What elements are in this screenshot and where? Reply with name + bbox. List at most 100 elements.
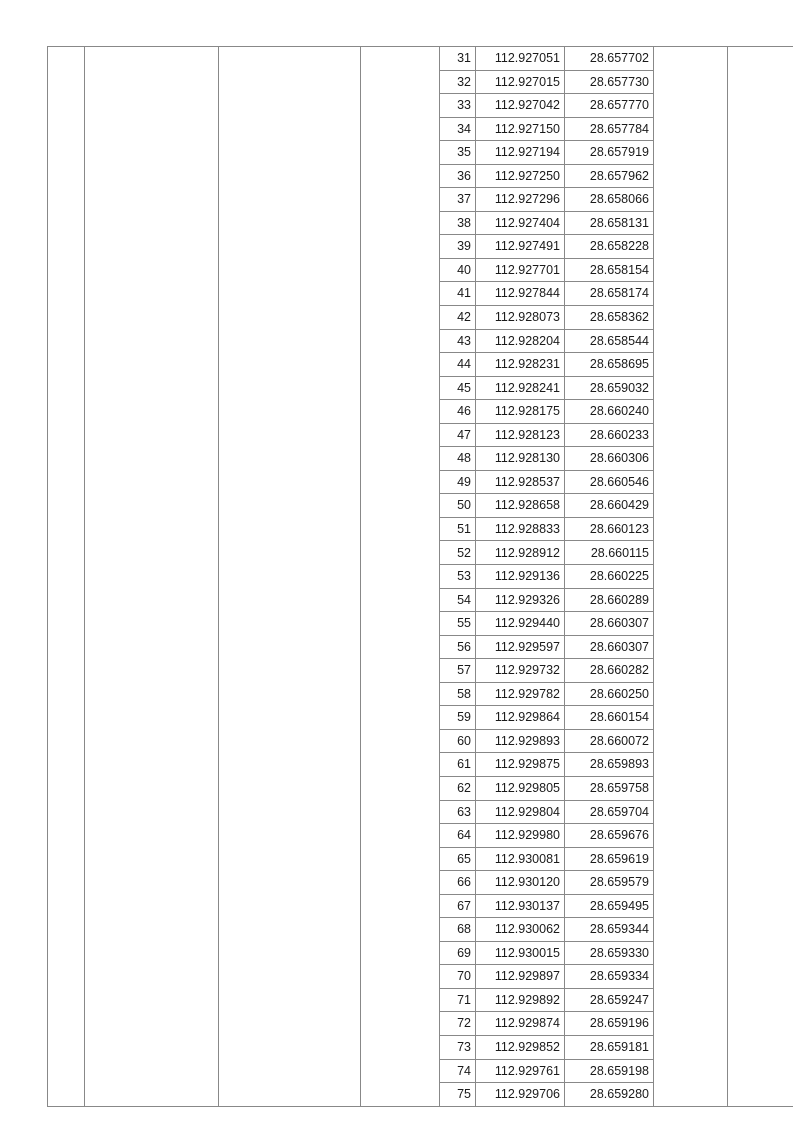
latitude-cell: 28.660307 bbox=[564, 634, 654, 660]
latitude-cell: 28.659579 bbox=[564, 870, 654, 895]
table-row: 35 112.927194 28.657919 bbox=[48, 140, 793, 165]
table-row: 60 112.929893 28.660072 bbox=[48, 728, 793, 754]
row-index-cell: 70 bbox=[439, 964, 476, 989]
row-index-cell: 61 bbox=[439, 752, 476, 777]
latitude-cell: 28.658544 bbox=[564, 328, 654, 354]
latitude-cell: 28.660154 bbox=[564, 705, 654, 730]
longitude-cell: 112.928537 bbox=[475, 469, 565, 495]
table-row: 32 112.927015 28.657730 bbox=[48, 69, 793, 95]
table-row: 36 112.927250 28.657962 bbox=[48, 163, 793, 189]
longitude-cell: 112.929804 bbox=[475, 799, 565, 825]
coordinate-table-body: 31 112.927051 28.657702 32 112.927015 28.6577… bbox=[47, 46, 793, 1107]
latitude-cell: 28.657770 bbox=[564, 93, 654, 118]
row-index-cell: 50 bbox=[439, 493, 476, 518]
table-row: 63 112.929804 28.659704 bbox=[48, 799, 793, 825]
latitude-cell: 28.660240 bbox=[564, 399, 654, 424]
latitude-cell: 28.660225 bbox=[564, 564, 654, 589]
row-index-cell: 41 bbox=[439, 281, 476, 307]
table-row: 42 112.928073 28.658362 bbox=[48, 305, 793, 330]
row-index-cell: 67 bbox=[439, 893, 476, 919]
longitude-cell: 112.929782 bbox=[475, 681, 565, 707]
row-index-cell: 69 bbox=[439, 940, 476, 966]
longitude-cell: 112.927015 bbox=[475, 69, 565, 95]
table-row: 58 112.929782 28.660250 bbox=[48, 681, 793, 707]
longitude-cell: 112.927701 bbox=[475, 257, 565, 283]
table-row: 70 112.929897 28.659334 bbox=[48, 964, 793, 989]
longitude-cell: 112.929597 bbox=[475, 634, 565, 660]
latitude-cell: 28.660289 bbox=[564, 587, 654, 613]
longitude-cell: 112.927296 bbox=[475, 187, 565, 212]
latitude-cell: 28.659280 bbox=[564, 1082, 654, 1107]
row-index-cell: 59 bbox=[439, 705, 476, 730]
table-row: 45 112.928241 28.659032 bbox=[48, 375, 793, 401]
longitude-cell: 112.928175 bbox=[475, 399, 565, 424]
longitude-cell: 112.929874 bbox=[475, 1011, 565, 1036]
row-index-cell: 37 bbox=[439, 187, 476, 212]
row-index-cell: 52 bbox=[439, 540, 476, 566]
row-index-cell: 43 bbox=[439, 328, 476, 354]
table-row: 49 112.928537 28.660546 bbox=[48, 469, 793, 495]
table-row: 48 112.928130 28.660306 bbox=[48, 446, 793, 471]
longitude-cell: 112.928912 bbox=[475, 540, 565, 566]
row-index-cell: 33 bbox=[439, 93, 476, 118]
longitude-cell: 112.927150 bbox=[475, 116, 565, 142]
longitude-cell: 112.929875 bbox=[475, 752, 565, 777]
row-index-cell: 35 bbox=[439, 140, 476, 165]
longitude-cell: 112.927404 bbox=[475, 210, 565, 236]
row-index-cell: 47 bbox=[439, 422, 476, 448]
row-index-cell: 39 bbox=[439, 234, 476, 259]
latitude-cell: 28.658695 bbox=[564, 352, 654, 377]
row-index-cell: 46 bbox=[439, 399, 476, 424]
row-index-cell: 53 bbox=[439, 564, 476, 589]
longitude-cell: 112.928073 bbox=[475, 305, 565, 330]
table-row: 57 112.929732 28.660282 bbox=[48, 658, 793, 683]
longitude-cell: 112.928658 bbox=[475, 493, 565, 518]
table-row: 38 112.927404 28.658131 bbox=[48, 210, 793, 236]
latitude-cell: 28.660429 bbox=[564, 493, 654, 518]
row-index-cell: 60 bbox=[439, 728, 476, 754]
table-row: 67 112.930137 28.659495 bbox=[48, 893, 793, 919]
latitude-cell: 28.659619 bbox=[564, 846, 654, 872]
latitude-cell: 28.659198 bbox=[564, 1058, 654, 1084]
row-index-cell: 48 bbox=[439, 446, 476, 471]
empty-merged-cell-a bbox=[47, 46, 85, 1107]
table-row: 75 112.929706 28.659280 bbox=[48, 1082, 793, 1107]
latitude-cell: 28.660233 bbox=[564, 422, 654, 448]
row-index-cell: 55 bbox=[439, 611, 476, 636]
latitude-cell: 28.658131 bbox=[564, 210, 654, 236]
empty-merged-cell-b bbox=[84, 46, 219, 1107]
empty-merged-cell-f bbox=[727, 46, 793, 1107]
row-index-cell: 56 bbox=[439, 634, 476, 660]
table-row: 59 112.929864 28.660154 bbox=[48, 705, 793, 730]
latitude-cell: 28.659247 bbox=[564, 987, 654, 1013]
row-index-cell: 40 bbox=[439, 257, 476, 283]
table-row: 68 112.930062 28.659344 bbox=[48, 917, 793, 942]
row-index-cell: 54 bbox=[439, 587, 476, 613]
table-row: 37 112.927296 28.658066 bbox=[48, 187, 793, 212]
coordinate-table: 31 112.927051 28.657702 32 112.927015 28.6577… bbox=[47, 46, 793, 1107]
longitude-cell: 112.929805 bbox=[475, 775, 565, 801]
latitude-cell: 28.660072 bbox=[564, 728, 654, 754]
longitude-cell: 112.930120 bbox=[475, 870, 565, 895]
longitude-cell: 112.927051 bbox=[475, 46, 565, 71]
longitude-cell: 112.928241 bbox=[475, 375, 565, 401]
latitude-cell: 28.659181 bbox=[564, 1034, 654, 1060]
table-row: 31 112.927051 28.657702 bbox=[47, 46, 793, 1107]
row-index-cell: 58 bbox=[439, 681, 476, 707]
table-row: 73 112.929852 28.659181 bbox=[48, 1034, 793, 1060]
latitude-cell: 28.657919 bbox=[564, 140, 654, 165]
longitude-cell: 112.928833 bbox=[475, 516, 565, 542]
longitude-cell: 112.929326 bbox=[475, 587, 565, 613]
latitude-cell: 28.659196 bbox=[564, 1011, 654, 1036]
row-index-cell: 36 bbox=[439, 163, 476, 189]
longitude-cell: 112.927491 bbox=[475, 234, 565, 259]
longitude-cell: 112.928123 bbox=[475, 422, 565, 448]
table-row: 50 112.928658 28.660429 bbox=[48, 493, 793, 518]
longitude-cell: 112.928130 bbox=[475, 446, 565, 471]
table-row: 72 112.929874 28.659196 bbox=[48, 1011, 793, 1036]
row-index-cell: 65 bbox=[439, 846, 476, 872]
longitude-cell: 112.929440 bbox=[475, 611, 565, 636]
latitude-cell: 28.657784 bbox=[564, 116, 654, 142]
row-index-cell: 71 bbox=[439, 987, 476, 1013]
row-index-cell: 38 bbox=[439, 210, 476, 236]
